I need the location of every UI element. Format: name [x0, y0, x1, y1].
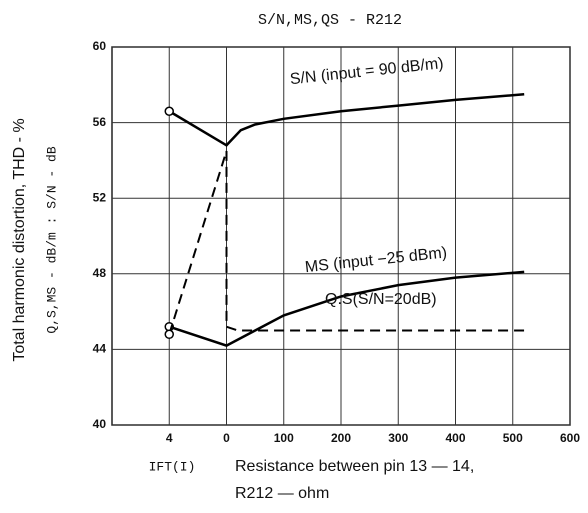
x-tick-label: 200	[331, 431, 351, 445]
x-tick-label: 0	[223, 431, 230, 445]
y-tick-label: 60	[93, 39, 107, 53]
y-tick-label: 40	[93, 417, 107, 431]
x-tick-label: 100	[274, 431, 294, 445]
series-line	[168, 150, 525, 335]
x-tick-label: 600	[560, 431, 580, 445]
y-tick-label: 48	[93, 266, 107, 280]
x-tick-label: 400	[445, 431, 465, 445]
series-label: MS (input −25 dBm)	[304, 244, 448, 276]
marker	[164, 106, 174, 117]
series-line	[168, 270, 525, 347]
marker	[164, 329, 174, 340]
series-label: Q.S(S/N=20dB)	[325, 291, 437, 308]
x-tick-label: 500	[503, 431, 523, 445]
y-tick-label: 56	[93, 115, 107, 129]
y-label-outer: Total harmonic distortion, THD - %	[11, 118, 28, 361]
x-label: R212 — ohm	[235, 485, 329, 502]
series-label: S/N (input = 90 dB/m)	[289, 55, 444, 88]
x-tick-label: 4	[166, 431, 173, 445]
chart-title: S/N,MS,QS - R212	[258, 12, 402, 29]
y-tick-label: 52	[93, 190, 107, 204]
x-label-left: IFT(I)	[149, 459, 196, 474]
x-label: Resistance between pin 13 — 14,	[235, 458, 474, 475]
y-label: Q,S,MS - dB/m : S/N - dB	[44, 146, 59, 333]
y-tick-label: 44	[93, 342, 107, 356]
series-line	[168, 93, 525, 147]
x-tick-label: 300	[388, 431, 408, 445]
